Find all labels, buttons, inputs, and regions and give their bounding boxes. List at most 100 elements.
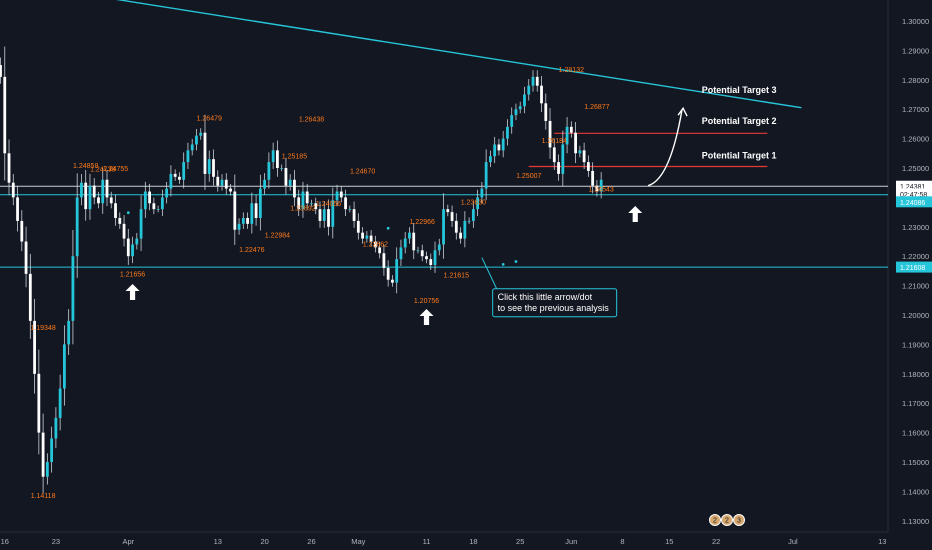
candle-body[interactable] [135,238,139,245]
candle-body[interactable] [493,144,497,157]
previous-analysis-dot[interactable] [386,226,390,230]
candle-body[interactable] [11,182,15,198]
candle-body[interactable] [276,150,279,168]
candle-body[interactable] [344,197,347,210]
candle-body[interactable] [327,209,330,227]
candle-body[interactable] [386,267,390,280]
candle-body[interactable] [582,150,586,163]
candle-body[interactable] [131,244,134,257]
candle-body[interactable] [535,76,539,86]
candle-body[interactable] [467,220,471,222]
candle-body[interactable] [33,320,36,374]
candle-body[interactable] [233,191,237,230]
candle-body[interactable] [165,188,169,198]
candle-body[interactable] [28,273,32,321]
candle-body[interactable] [92,185,96,198]
candle-body[interactable] [433,250,437,266]
candle-body[interactable] [212,159,215,177]
candle-body[interactable] [220,179,224,186]
candle-body[interactable] [552,147,556,163]
candle-body[interactable] [63,344,66,389]
candle-body[interactable] [365,235,369,239]
candle-body[interactable] [373,241,377,248]
candle-body[interactable] [186,150,190,163]
candle-body[interactable] [71,256,75,321]
candle-body[interactable] [263,179,267,189]
candle-body[interactable] [586,162,590,171]
candle-body[interactable] [156,209,160,210]
candle-body[interactable] [463,220,467,239]
candle-body[interactable] [241,217,245,224]
candle-body[interactable] [258,188,262,218]
candle-body[interactable] [399,247,403,260]
candle-body[interactable] [37,373,41,433]
candle-body[interactable] [561,144,565,174]
candle-body[interactable] [595,185,599,192]
candle-body[interactable] [224,179,228,189]
candle-body[interactable] [75,197,79,257]
candle-body[interactable] [16,197,19,221]
candle-body[interactable] [531,76,535,86]
candle-body[interactable] [382,253,386,268]
candle-body[interactable] [391,279,394,283]
candle-body[interactable] [442,209,445,245]
candle-body[interactable] [480,188,484,198]
candle-body[interactable] [203,132,207,174]
candle-body[interactable] [506,126,509,139]
candle-body[interactable] [216,176,220,186]
candle-body[interactable] [454,220,458,233]
candle-body[interactable] [143,191,147,210]
candle-body[interactable] [118,217,122,224]
candle-body[interactable] [450,212,454,221]
candle-body[interactable] [510,115,514,127]
event-icon[interactable] [733,514,745,526]
candle-body[interactable] [578,150,582,154]
event-icon[interactable] [709,514,721,526]
candle-body[interactable] [318,209,322,221]
candle-body[interactable] [331,200,335,227]
candle-body[interactable] [280,168,284,169]
candle-body[interactable] [207,159,211,174]
candle-body[interactable] [109,197,113,204]
descending-trendline[interactable] [103,0,802,109]
candle-body[interactable] [514,109,518,116]
candle-body[interactable] [178,176,181,180]
candle-body[interactable] [148,191,151,204]
candle-body[interactable] [305,191,309,204]
candle-body[interactable] [408,232,411,239]
previous-analysis-dot[interactable] [501,263,505,266]
candle-body[interactable] [41,432,45,477]
candle-body[interactable] [169,173,173,189]
candle-body[interactable] [540,85,543,104]
candle-body[interactable] [246,217,249,224]
candle-body[interactable] [190,144,194,151]
candle-body[interactable] [54,417,58,439]
candle-body[interactable] [80,182,83,198]
candle-body[interactable] [497,144,501,151]
candle-body[interactable] [437,244,441,251]
candle-body[interactable] [471,209,475,221]
candle-body[interactable] [160,197,164,210]
candle-body[interactable] [501,138,505,151]
candle-body[interactable] [105,179,109,198]
candle-body[interactable] [0,65,2,77]
candle-body[interactable] [229,188,232,192]
candle-body[interactable] [322,209,326,221]
candle-body[interactable] [476,197,480,210]
candle-body[interactable] [527,85,531,95]
candle-body[interactable] [446,209,450,213]
candle-body[interactable] [548,120,552,148]
candle-body[interactable] [45,462,49,477]
candle-body[interactable] [284,168,288,186]
candle-body[interactable] [314,203,318,210]
candle-body[interactable] [24,241,28,274]
candle-body[interactable] [429,259,433,266]
candle-body[interactable] [254,203,258,218]
candle-body[interactable] [88,185,92,210]
candle-body[interactable] [271,150,275,163]
event-icon[interactable] [721,514,733,526]
candle-body[interactable] [84,182,88,210]
candle-body[interactable] [361,232,364,239]
candle-body[interactable] [237,223,241,230]
